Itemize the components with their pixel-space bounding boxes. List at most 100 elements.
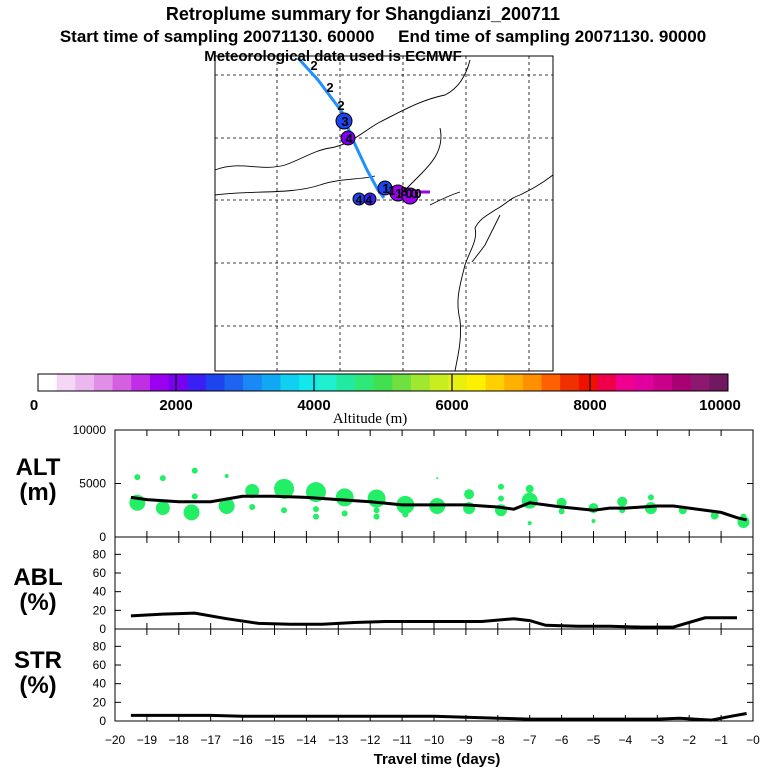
colorbar-cell — [280, 374, 300, 391]
alt-panel-unit: (m) — [19, 479, 56, 506]
x-tick-label: −1 — [714, 733, 728, 747]
alt-scatter-point — [312, 513, 319, 520]
x-axis-ticks: −20 −19 −18 −17 −16 −15 −14 −13 −12 −11 −10 −9 −8 −7 −… — [105, 430, 760, 747]
alt-panel-title: ALT — [16, 454, 61, 481]
colorbar-cell — [168, 374, 188, 391]
colorbar-major-ticks — [175, 374, 591, 391]
colorbar-cell — [634, 374, 654, 391]
x-tick-label: −16 — [232, 733, 253, 747]
trajectory-label: 0 — [405, 186, 412, 201]
trajectory: 2 2 2 3 4 4 4 1 1 1 8 0 0 0 — [296, 56, 430, 207]
colorbar-cell — [504, 374, 524, 391]
alt-scatter-point — [274, 478, 295, 499]
colorbar-cell — [672, 374, 692, 391]
alt-scatter-point — [497, 495, 504, 502]
colorbar-cell — [373, 374, 393, 391]
colorbar-cell — [578, 374, 598, 391]
x-tick-label: −18 — [169, 733, 190, 747]
alt-frame — [114, 429, 754, 538]
alt-scatter-point — [159, 475, 166, 482]
trajectory-label: 2 — [326, 80, 333, 95]
x-tick-label: −20 — [105, 733, 126, 747]
colorbar-cell — [93, 374, 114, 391]
y-tick-label: 0 — [99, 714, 106, 728]
colorbar-tick-label: 10000 — [699, 397, 741, 414]
str-yticks: 0 20 40 60 80 — [93, 639, 753, 728]
alt-yticks: 0 5000 10000 — [73, 423, 753, 544]
colorbar-cell — [317, 374, 337, 391]
colorbar-cell — [709, 374, 729, 391]
x-tick-label: −11 — [392, 733, 412, 747]
alt-scatter-point — [373, 513, 380, 520]
colorbar-cell — [560, 374, 580, 391]
x-tick-label: −13 — [328, 733, 349, 747]
map-coastlines — [214, 59, 554, 372]
chart-title: Retroplume summary for Shangdianzi_20071… — [166, 4, 560, 24]
str-panel: STR (%) 0 20 40 60 80 — [14, 628, 754, 728]
y-tick-label: 20 — [93, 695, 107, 709]
alt-scatter-point — [281, 507, 288, 514]
alt-scatter-point — [436, 477, 439, 480]
map-panel: 2 2 2 3 4 4 4 1 1 1 8 0 0 0 — [214, 55, 554, 372]
alt-scatter-point — [341, 510, 348, 517]
y-tick-label: 80 — [93, 547, 107, 561]
colorbar-cells — [38, 374, 729, 391]
colorbar-tick-label: 2000 — [159, 397, 192, 414]
colorbar-tick-label: 4000 — [297, 397, 330, 414]
colorbar-cell — [392, 374, 412, 391]
trajectory-label: 1 — [382, 181, 389, 196]
alt-scatter-point — [591, 518, 596, 523]
alt-scatter-point — [218, 497, 235, 514]
trajectory-label: 4 — [345, 131, 353, 146]
x-tick-label: −19 — [137, 733, 158, 747]
sampling-time-line: Start time of sampling 20071130. 60000 E… — [60, 27, 706, 46]
colorbar-cell — [112, 374, 132, 391]
colorbar-cell — [597, 374, 617, 391]
abl-panel-title: ABL — [13, 564, 62, 591]
alt-scatter-point — [249, 504, 256, 511]
alt-scatter-point — [647, 494, 654, 501]
str-panel-unit: (%) — [19, 672, 56, 699]
colorbar-cell — [56, 374, 76, 391]
colorbar-frame — [37, 373, 729, 392]
alt-scatter-point — [527, 521, 532, 526]
trajectory-label: 2 — [337, 98, 344, 113]
colorbar-cell — [448, 374, 468, 391]
y-tick-label: 20 — [93, 603, 107, 617]
x-tick-label: −14 — [296, 733, 317, 747]
alt-panel: ALT (m) 0 5000 10000 — [16, 423, 754, 544]
alt-scatter-point — [183, 504, 200, 521]
alt-scatter-point — [191, 493, 198, 500]
trajectory-label: 4 — [356, 193, 363, 207]
colorbar-cell — [243, 374, 263, 391]
alt-scatter-point — [224, 474, 229, 479]
abl-panel-unit: (%) — [19, 589, 56, 616]
colorbar-cell — [75, 374, 95, 391]
map-frame — [214, 55, 554, 372]
colorbar-cell — [38, 374, 58, 391]
alt-scatter-point — [245, 483, 260, 498]
trajectory-label: 1 — [395, 186, 402, 201]
x-axis-label: Travel time (days) — [374, 751, 501, 768]
colorbar-cell — [336, 374, 356, 391]
colorbar-cell — [410, 374, 431, 391]
colorbar-cell — [429, 374, 449, 391]
alt-scatter-point — [367, 489, 386, 508]
str-line — [130, 712, 747, 722]
alt-scatter-point — [497, 483, 504, 490]
x-tick-label: −2 — [682, 733, 696, 747]
colorbar-cell — [224, 374, 244, 391]
x-tick-label: −5 — [587, 733, 601, 747]
alt-scatter-point — [335, 488, 354, 507]
y-tick-label: 60 — [93, 658, 107, 672]
trajectory-label: 2 — [310, 58, 317, 73]
y-tick-label: 60 — [93, 566, 107, 580]
trajectory-label: 1 — [388, 183, 395, 198]
x-tick-label: −7 — [523, 733, 537, 747]
alt-scatter-point — [710, 511, 719, 520]
x-tick-label: −15 — [264, 733, 285, 747]
meteorological-data-line: Meteorological data used is ECMWF — [204, 48, 462, 65]
str-panel-title: STR — [14, 647, 62, 674]
colorbar-cell — [355, 374, 375, 391]
